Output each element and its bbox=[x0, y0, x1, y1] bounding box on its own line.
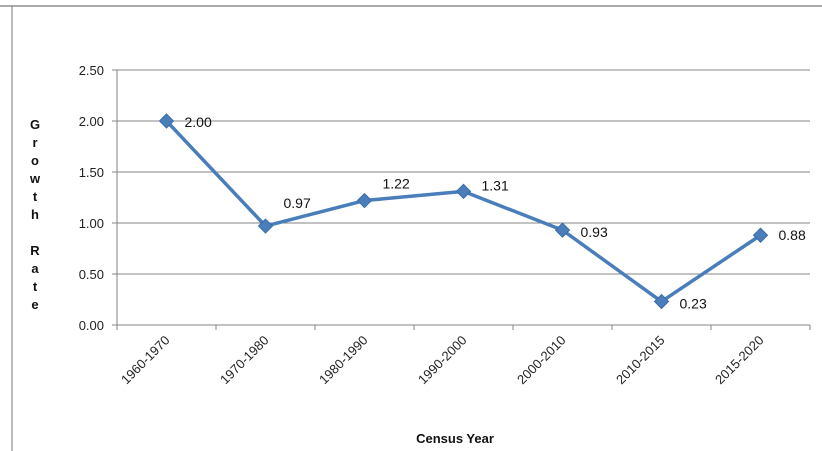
x-tick-label: 1970-1980 bbox=[217, 333, 272, 388]
gridlines bbox=[116, 69, 810, 326]
y-axis-title-letter: e bbox=[31, 297, 38, 312]
y-axis-title-letter: r bbox=[32, 135, 37, 150]
y-axis-title-letter: a bbox=[31, 261, 39, 276]
x-tick-label: 1990-2000 bbox=[415, 333, 470, 388]
y-tick-label: 0.50 bbox=[79, 267, 104, 282]
x-tick-label: 2000-2010 bbox=[514, 333, 569, 388]
data-label: 2.00 bbox=[185, 114, 212, 130]
data-label: 0.88 bbox=[779, 227, 806, 243]
data-point-marker bbox=[257, 218, 274, 234]
y-axis-ticks: 0.00 0.50 1.00 1.50 2.00 2.50 bbox=[79, 63, 117, 333]
data-label: 1.22 bbox=[383, 176, 410, 192]
data-label: 0.23 bbox=[680, 296, 707, 312]
data-label: 1.31 bbox=[482, 177, 509, 193]
x-tick-label: 1960-1970 bbox=[118, 333, 173, 388]
y-axis-title-letter: R bbox=[30, 243, 40, 258]
data-label: 0.93 bbox=[581, 224, 608, 240]
data-point-marker bbox=[455, 183, 472, 200]
x-tick-label: 2010-2015 bbox=[613, 333, 668, 388]
y-tick-label: 0.00 bbox=[79, 318, 104, 333]
data-point-marker bbox=[158, 113, 175, 129]
x-axis-title: Census Year bbox=[416, 431, 494, 446]
data-point-marker bbox=[653, 293, 670, 310]
data-labels: 2.00 0.97 1.22 1.31 0.93 0.23 0.88 bbox=[185, 114, 806, 312]
y-axis-title-letter: t bbox=[33, 189, 38, 204]
y-axis-title-letter: o bbox=[31, 153, 39, 168]
data-label: 0.97 bbox=[284, 195, 311, 211]
y-tick-label: 1.50 bbox=[79, 165, 104, 180]
y-tick-label: 1.00 bbox=[79, 216, 104, 231]
y-axis-title-letter: G bbox=[30, 117, 40, 132]
x-axis-ticks: 1960-1970 1970-1980 1980-1990 1990-2000 2000… bbox=[116, 325, 811, 388]
y-axis-title-letter: h bbox=[31, 207, 39, 222]
y-axis-title-letter: t bbox=[33, 279, 38, 294]
data-point-marker bbox=[752, 227, 769, 243]
y-tick-label: 2.50 bbox=[79, 63, 104, 78]
y-axis-title-letter: w bbox=[29, 171, 41, 186]
x-tick-label: 2015-2020 bbox=[712, 333, 767, 388]
data-markers bbox=[158, 113, 769, 310]
data-point-marker bbox=[356, 192, 373, 209]
y-tick-label: 2.00 bbox=[79, 114, 104, 129]
data-point-marker bbox=[554, 222, 571, 238]
x-tick-label: 1980-1990 bbox=[316, 333, 371, 388]
